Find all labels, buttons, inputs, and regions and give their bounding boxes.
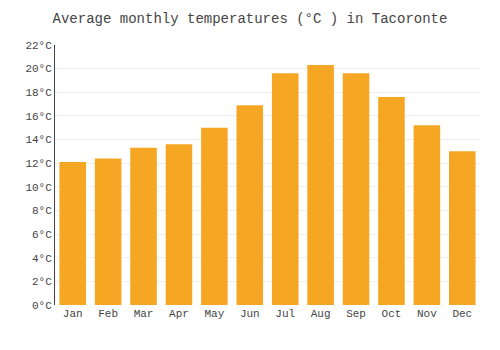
svg-text:May: May bbox=[204, 308, 224, 320]
svg-text:Mar: Mar bbox=[134, 308, 154, 320]
svg-text:16°C: 16°C bbox=[25, 111, 52, 123]
svg-text:Nov: Nov bbox=[417, 308, 437, 320]
svg-text:Average monthly temperatures (: Average monthly temperatures (°C ) in Ta… bbox=[53, 11, 448, 27]
svg-text:22°C: 22°C bbox=[25, 40, 52, 52]
svg-text:Oct: Oct bbox=[382, 308, 402, 320]
svg-text:Dec: Dec bbox=[452, 308, 472, 320]
svg-text:14°C: 14°C bbox=[25, 134, 52, 146]
svg-text:6°C: 6°C bbox=[32, 229, 52, 241]
svg-text:Sep: Sep bbox=[346, 308, 366, 320]
svg-text:Aug: Aug bbox=[311, 308, 331, 320]
svg-text:4°C: 4°C bbox=[32, 253, 52, 265]
svg-text:Jul: Jul bbox=[275, 308, 295, 320]
svg-text:Jun: Jun bbox=[240, 308, 260, 320]
svg-text:20°C: 20°C bbox=[25, 63, 52, 75]
svg-text:Jan: Jan bbox=[63, 308, 83, 320]
svg-text:8°C: 8°C bbox=[32, 205, 52, 217]
svg-text:12°C: 12°C bbox=[25, 158, 52, 170]
svg-text:10°C: 10°C bbox=[25, 182, 52, 194]
svg-text:18°C: 18°C bbox=[25, 87, 52, 99]
svg-text:Apr: Apr bbox=[169, 308, 189, 320]
svg-text:Feb: Feb bbox=[98, 308, 118, 320]
svg-text:0°C: 0°C bbox=[32, 300, 52, 312]
svg-text:2°C: 2°C bbox=[32, 276, 52, 288]
